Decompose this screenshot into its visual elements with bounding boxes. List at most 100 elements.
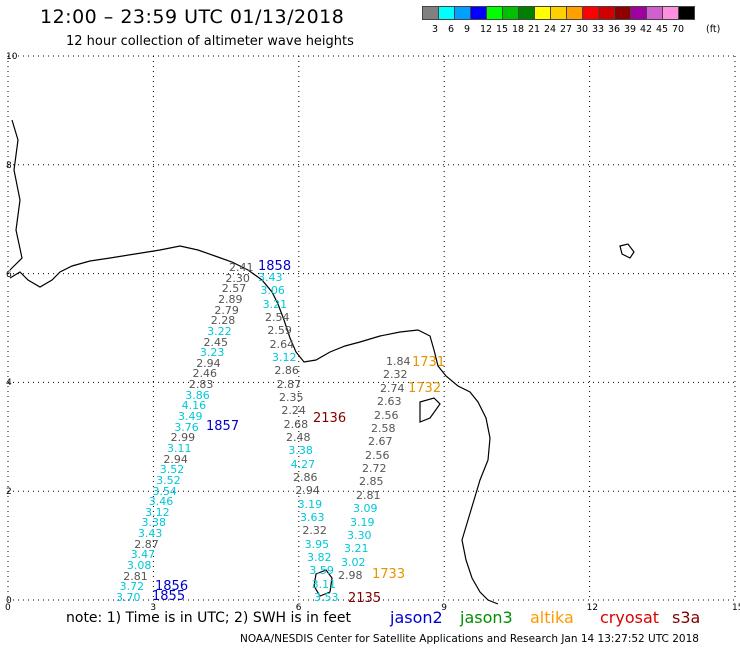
wave-height-value: 2.54 <box>265 311 290 324</box>
map-subtitle: 12 hour collection of altimeter wave hei… <box>66 34 354 49</box>
wave-height-value: 2.86 <box>293 471 318 484</box>
wave-height-value: 2.56 <box>374 408 399 422</box>
y-tick-label: 0 <box>6 596 12 606</box>
y-tick-label: 4 <box>6 378 12 389</box>
x-tick-label: 6 <box>295 603 302 613</box>
wave-height-value: 2.28 <box>210 314 236 328</box>
wave-height-value: 3.02 <box>341 555 366 569</box>
x-tick-label: 15 <box>732 603 740 613</box>
track-time-label: 1733 <box>372 567 406 582</box>
satellite-legend-altika: altika <box>530 608 574 627</box>
wave-height-value: 2.87 <box>134 537 159 551</box>
track-time-label: 1732 <box>408 381 442 396</box>
y-tick-label: 2 <box>6 487 12 498</box>
wave-height-value: 2.74 <box>380 381 405 395</box>
wave-height-value: 2.59 <box>267 324 292 338</box>
satellite-legend-s3a: s3a <box>672 608 701 627</box>
wave-height-value: 3.43 <box>258 271 283 284</box>
color-scale-label: 36 <box>608 24 621 35</box>
map-title: 12:00 – 23:59 UTC 01/13/2018 <box>40 6 345 28</box>
wave-height-value: 2.85 <box>359 475 384 489</box>
color-scale-label: 30 <box>576 24 589 35</box>
wave-height-value: 4.16 <box>181 399 207 413</box>
wave-height-value: 2.81 <box>356 488 381 502</box>
west-coast-fragment <box>9 119 23 271</box>
wave-height-value: 2.48 <box>286 431 311 444</box>
wave-height-value: 3.70 <box>116 591 141 604</box>
wave-height-value: 2.64 <box>269 337 295 351</box>
color-scale-label: 9 <box>464 24 471 35</box>
x-tick-label: 9 <box>441 603 447 613</box>
x-tick-label: 12 <box>586 603 599 613</box>
color-scale-label: 70 <box>672 24 685 35</box>
wave-height-value: 3.19 <box>297 497 323 511</box>
satellite-legend-jason2: jason2 <box>390 608 443 627</box>
satellite-legend-cryosat: cryosat <box>600 608 660 627</box>
wave-height-value: 3.72 <box>119 580 145 594</box>
color-scale-swatches <box>422 6 695 20</box>
wave-height-value: 3.12 <box>272 351 297 364</box>
wave-height-value: 2.86 <box>274 364 299 378</box>
wave-height-value: 3.22 <box>207 324 232 338</box>
wave-height-value: 3.53 <box>314 591 339 604</box>
x-tick-label: 3 <box>150 603 157 613</box>
lat-lon-grid <box>7 55 736 601</box>
wave-height-value: 3.21 <box>262 297 288 311</box>
wave-height-value: 2.24 <box>281 404 306 418</box>
color-scale-label: 21 <box>528 24 541 35</box>
satellite-legend-jason3: jason3 <box>460 608 513 627</box>
wave-height-value: 3.46 <box>148 495 174 509</box>
gulf-coast-line <box>9 245 499 605</box>
track-time-label: 2136 <box>313 411 347 426</box>
wave-height-value: 3.95 <box>304 537 330 551</box>
wave-height-value: 3.52 <box>159 463 185 477</box>
wave-height-value: 2.99 <box>170 431 196 445</box>
wave-height-value: 3.86 <box>185 388 210 402</box>
track-time-label: 2135 <box>348 591 382 606</box>
bay-outline <box>313 569 333 597</box>
wave-height-value: 2.63 <box>377 395 402 409</box>
wave-height-value: 2.98 <box>338 569 363 582</box>
wave-height-value: 3.52 <box>156 473 181 487</box>
wave-height-value: 2.87 <box>276 377 302 391</box>
wave-height-value: 3.82 <box>307 551 332 564</box>
track-time-label: 1856 <box>155 579 189 594</box>
wave-height-value: 2.35 <box>279 391 304 404</box>
wave-height-value: 2.30 <box>225 271 250 285</box>
wave-height-value: 2.32 <box>302 524 327 538</box>
wave-height-value: 2.68 <box>283 417 309 431</box>
wave-height-value: 3.09 <box>353 502 378 516</box>
wave-height-value: 3.63 <box>300 511 325 524</box>
color-scale-label: 45 <box>656 24 669 35</box>
lake-outline <box>419 397 441 423</box>
wave-height-value: 2.56 <box>365 448 390 462</box>
color-scale-label: 18 <box>512 24 525 35</box>
wave-height-value: 3.43 <box>137 527 163 541</box>
wave-height-value: 3.21 <box>344 542 369 556</box>
wave-height-value: 3.12 <box>145 505 170 519</box>
wave-height-value: 3.19 <box>350 515 375 529</box>
wave-height-value: 3.49 <box>177 410 203 424</box>
color-scale-legend: 3 6 9 12 15 18 21 24 27 30 33 36 39 42 45 70 (ft) <box>422 6 720 35</box>
color-scale-label: 3 <box>432 24 439 35</box>
wave-height-value: 2.57 <box>221 282 247 296</box>
color-scale-label: 27 <box>560 24 573 35</box>
wave-height-value: 2.67 <box>368 435 393 449</box>
wave-height-value: 2.94 <box>163 452 188 466</box>
wave-height-value: 3.54 <box>152 484 177 498</box>
wave-height-value: 3.30 <box>347 528 372 542</box>
track-time-label: 1858 <box>258 259 292 274</box>
y-tick-label: 6 <box>6 269 12 280</box>
color-scale-label: 39 <box>624 24 637 35</box>
track-time-label: 1731 <box>412 355 446 370</box>
color-scale-unit: (ft) <box>706 24 721 35</box>
color-scale-label: 24 <box>544 24 557 35</box>
wave-height-value: 3.76 <box>174 420 199 434</box>
wave-height-value: 1.84 <box>386 355 411 368</box>
color-scale-label: 12 <box>480 24 493 35</box>
wave-height-value: 2.41 <box>229 261 254 274</box>
color-scale-label: 6 <box>448 24 455 35</box>
wave-height-value: 3.08 <box>126 559 152 573</box>
color-scale-label: 33 <box>592 24 605 35</box>
wave-height-value: 4.27 <box>290 457 316 471</box>
